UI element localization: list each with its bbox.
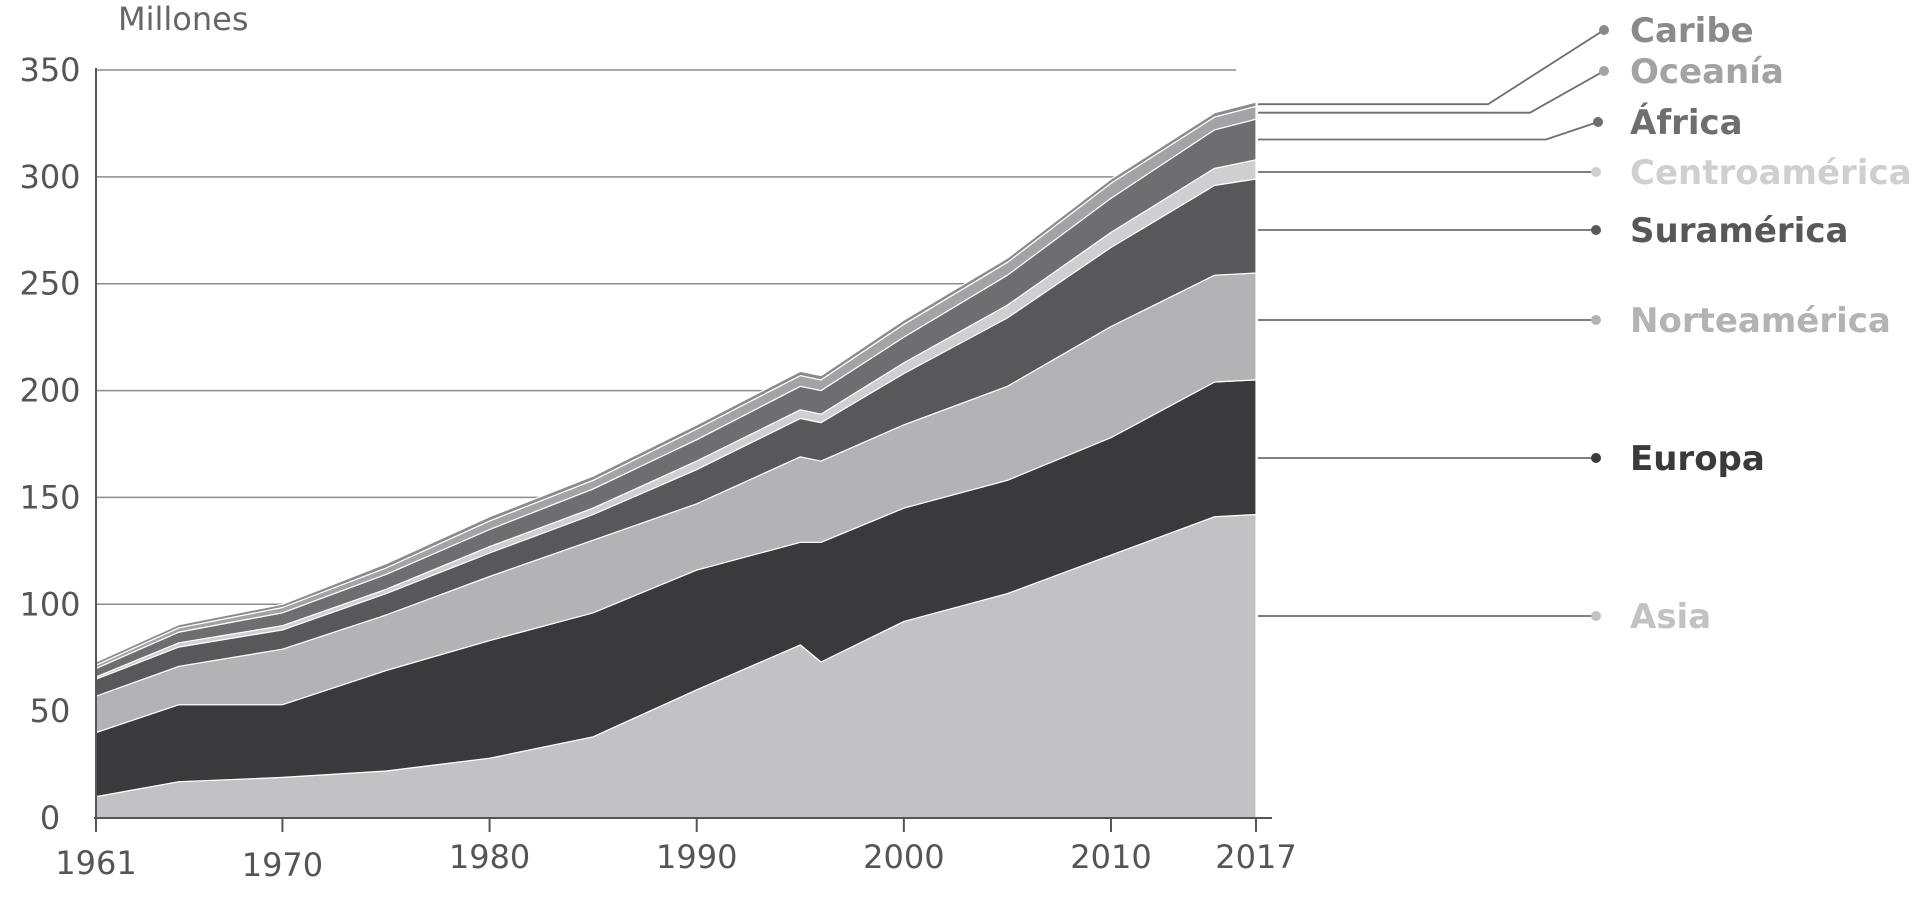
y-tick-label-200: 200: [19, 372, 80, 410]
y-tick-label-250: 250: [19, 265, 80, 303]
axes: [94, 68, 1272, 832]
legend-label-caribe: Caribe: [1630, 11, 1754, 51]
legend-label-suramérica: Suramérica: [1630, 211, 1848, 251]
x-tick-label-1980: 1980: [449, 838, 530, 876]
y-axis-unit-label: Millones: [118, 0, 249, 38]
y-tick-label-350: 350: [19, 51, 80, 89]
leader-caribe: [1258, 29, 1605, 106]
legend-label-norteamérica: Norteamérica: [1630, 301, 1891, 341]
legend-dot-centroamérica: [1591, 167, 1601, 177]
y-tick-label-150: 150: [19, 478, 80, 516]
legend-dot-áfrica: [1593, 117, 1603, 127]
leader-áfrica: [1258, 121, 1599, 141]
legend-label-áfrica: África: [1630, 102, 1743, 143]
legend-dot-asia: [1591, 611, 1601, 621]
y-tick-label-0: 0: [40, 799, 60, 837]
y-tick-label-50: 50: [30, 692, 71, 730]
legend-dot-suramérica: [1591, 225, 1601, 235]
x-tick-label-1990: 1990: [656, 838, 737, 876]
x-tick-label-2000: 2000: [863, 838, 944, 876]
legend-leaders: [1258, 25, 1609, 621]
legend-dot-europa: [1591, 453, 1601, 463]
y-tick-label-300: 300: [19, 158, 80, 196]
legend-dot-caribe: [1599, 25, 1609, 35]
legend-label-oceanía: Oceanía: [1630, 52, 1784, 92]
legend-label-europa: Europa: [1630, 439, 1765, 479]
x-tick-label-1961: 1961: [55, 844, 136, 882]
x-tick-label-2010: 2010: [1070, 838, 1151, 876]
legend-label-centroamérica: Centroamérica: [1630, 153, 1912, 193]
area-caribe: [95, 101, 1257, 666]
legend-label-asia: Asia: [1630, 597, 1711, 637]
y-tick-label-100: 100: [19, 585, 80, 623]
x-tick-label-1970: 1970: [242, 846, 323, 884]
leader-oceanía: [1258, 70, 1605, 114]
area-series: [95, 101, 1257, 819]
labels: 0 50 100 150 200 250 300 350 Millones 1961 1970 198…: [19, 0, 1911, 884]
legend-dot-oceanía: [1599, 66, 1609, 76]
legend-dot-norteamérica: [1591, 315, 1601, 325]
x-tick-label-2017: 2017: [1215, 838, 1296, 876]
